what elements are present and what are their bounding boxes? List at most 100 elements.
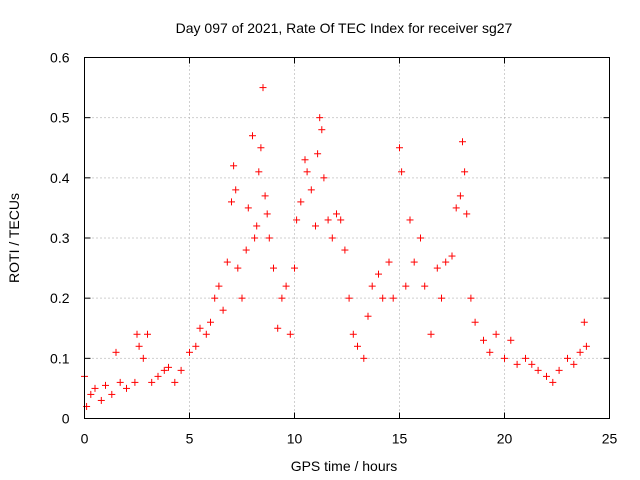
data-point	[265, 234, 273, 242]
data-point	[160, 366, 168, 374]
data-point	[263, 210, 271, 218]
data-point	[341, 246, 349, 254]
x-tick-label: 25	[602, 431, 618, 447]
data-point	[501, 354, 508, 362]
data-point	[507, 336, 515, 344]
x-tick-label: 0	[81, 431, 89, 447]
data-point	[108, 390, 116, 398]
data-point	[471, 318, 479, 326]
data-point	[410, 258, 418, 266]
data-point	[486, 348, 494, 356]
y-tick-label: 0.1	[50, 350, 70, 366]
data-point	[379, 294, 387, 302]
y-tick-label: 0.5	[50, 110, 70, 126]
data-point	[215, 282, 223, 290]
data-points	[81, 84, 590, 410]
data-point	[307, 186, 315, 194]
data-point	[463, 210, 471, 218]
data-point	[582, 342, 590, 350]
data-point	[131, 378, 139, 386]
data-point	[274, 324, 282, 332]
chart-title: Day 097 of 2021, Rate Of TEC Index for r…	[176, 20, 513, 36]
data-point	[522, 354, 529, 362]
data-point	[286, 330, 294, 338]
x-tick-label: 15	[392, 431, 408, 447]
data-point	[427, 330, 435, 338]
data-point	[461, 168, 469, 176]
data-point	[316, 114, 324, 122]
data-point	[186, 348, 193, 356]
data-point	[318, 126, 326, 134]
data-point	[480, 336, 487, 344]
data-point	[555, 366, 563, 374]
data-point	[417, 234, 424, 242]
data-point	[228, 198, 235, 206]
data-point	[396, 144, 403, 152]
data-point	[543, 372, 550, 380]
data-point	[389, 294, 397, 302]
data-point	[293, 216, 301, 224]
data-point	[255, 168, 263, 176]
data-point	[102, 381, 109, 389]
data-point	[297, 198, 305, 206]
y-tick-label: 0	[62, 411, 70, 427]
data-point	[320, 174, 328, 182]
y-tick-label: 0.4	[50, 170, 70, 186]
data-point	[324, 216, 332, 224]
data-point	[368, 282, 376, 290]
data-point	[580, 318, 588, 326]
data-point	[123, 384, 130, 392]
data-point	[467, 294, 475, 302]
data-point	[291, 264, 298, 272]
data-point	[438, 294, 445, 302]
data-point	[433, 264, 441, 272]
data-point	[259, 84, 267, 92]
data-point	[398, 168, 406, 176]
data-point	[513, 360, 521, 368]
x-tick-label: 5	[186, 431, 194, 447]
data-point	[345, 294, 353, 302]
data-point	[211, 294, 219, 302]
data-point	[112, 348, 120, 356]
data-point	[328, 234, 336, 242]
data-point	[354, 342, 361, 350]
data-point	[207, 318, 214, 326]
data-point	[196, 324, 204, 332]
data-point	[133, 330, 141, 338]
data-point	[253, 222, 261, 230]
y-tick-label: 0.3	[50, 230, 70, 246]
data-point	[301, 156, 309, 164]
data-point	[257, 144, 265, 152]
data-point	[251, 234, 259, 242]
data-point	[97, 396, 105, 404]
data-point	[360, 354, 368, 362]
data-point	[349, 330, 357, 338]
data-point	[165, 363, 172, 371]
data-point	[171, 378, 179, 386]
data-point	[375, 270, 382, 278]
data-point	[282, 282, 290, 290]
data-point	[333, 210, 340, 218]
data-point	[234, 264, 242, 272]
data-point	[87, 390, 95, 398]
data-point	[303, 168, 311, 176]
data-point	[448, 252, 456, 260]
data-point	[244, 204, 252, 212]
data-point	[135, 342, 143, 350]
data-point	[219, 306, 227, 314]
data-point	[139, 354, 147, 362]
x-tick-label: 10	[287, 431, 303, 447]
data-point	[364, 312, 372, 320]
y-tick-label: 0.6	[50, 50, 70, 66]
data-point	[406, 216, 414, 224]
data-point	[249, 132, 256, 140]
data-point	[242, 246, 250, 254]
data-point	[549, 378, 557, 386]
y-tick-label: 0.2	[50, 290, 70, 306]
axis-ticks: 0 5 10 15 20 25 0 0.1 0.2 0.3 0.4 0.5 0.6	[50, 50, 617, 447]
data-point	[576, 348, 584, 356]
data-point	[421, 282, 429, 290]
data-point	[534, 366, 542, 374]
data-point	[192, 342, 200, 350]
